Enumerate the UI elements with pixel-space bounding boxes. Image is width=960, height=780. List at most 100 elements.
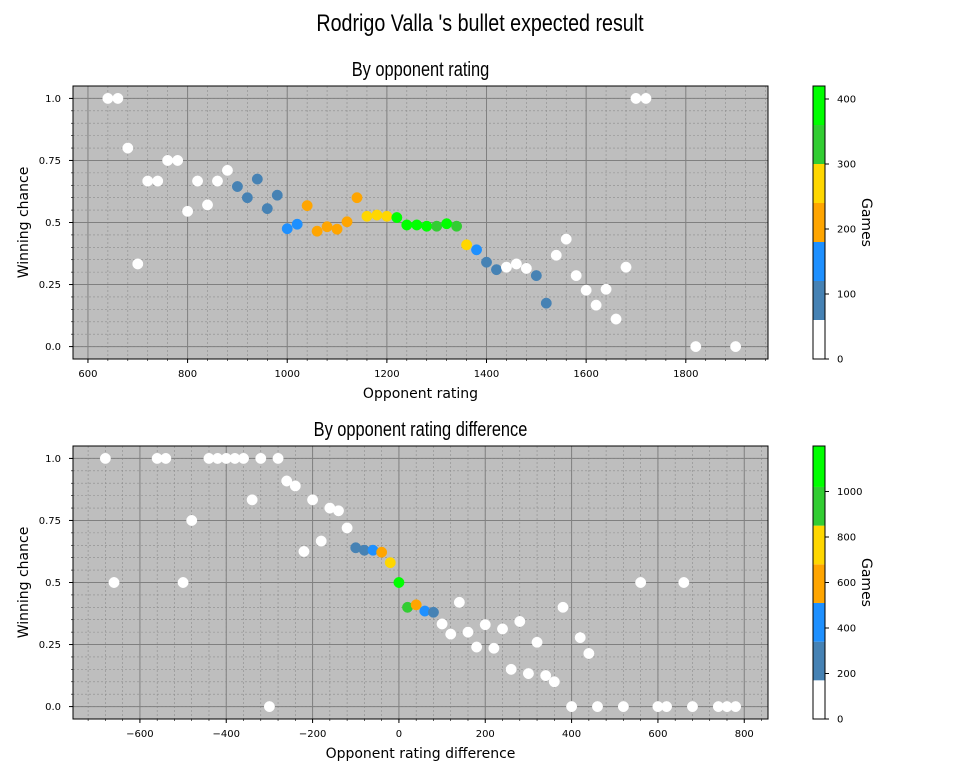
data-point: [730, 701, 742, 713]
data-point: [122, 142, 134, 154]
data-point: [491, 264, 502, 276]
data-point: [570, 270, 582, 282]
x-tick-label: 1200: [374, 369, 399, 380]
data-point: [321, 221, 333, 233]
data-point: [583, 648, 595, 659]
x-axis-label: Opponent rating difference: [326, 746, 516, 762]
data-point: [635, 577, 647, 588]
colorbar-tick-label: 0: [837, 715, 843, 726]
y-tick-label: 0.75: [39, 156, 61, 167]
data-point: [520, 262, 532, 274]
data-point: [560, 233, 572, 245]
colorbar-segment: [813, 525, 825, 565]
data-point: [371, 209, 383, 221]
data-point: [661, 701, 673, 713]
data-point: [630, 92, 642, 104]
data-point: [212, 175, 223, 187]
data-point: [557, 601, 569, 613]
data-point: [255, 452, 267, 464]
x-tick-label: 600: [78, 369, 97, 380]
data-point: [500, 261, 512, 273]
data-point: [592, 701, 603, 713]
data-point: [186, 515, 198, 526]
y-axis-label: Winning chance: [16, 527, 32, 639]
colorbar-segment: [813, 641, 825, 681]
colorbar-segment: [813, 203, 825, 242]
x-axis-label: Opponent rating: [363, 386, 478, 402]
data-point: [272, 452, 284, 464]
data-point: [333, 505, 344, 517]
data-point: [610, 313, 622, 325]
x-tick-label: 1400: [474, 369, 499, 380]
colorbar-segment: [813, 320, 825, 359]
data-point: [112, 92, 124, 104]
data-point: [289, 480, 301, 492]
colorbar-segment: [813, 242, 825, 281]
y-tick-label: 1.0: [45, 94, 61, 105]
data-point: [421, 220, 433, 232]
colorbar-label: Games: [858, 198, 874, 247]
colorbar-segment: [813, 564, 825, 603]
panel-by-rating-difference: By opponent rating difference −600 −400 −20…: [16, 417, 874, 762]
colorbar-segment: [813, 680, 825, 719]
data-point: [590, 299, 602, 311]
data-point: [341, 216, 353, 228]
data-point: [391, 212, 403, 223]
x-tick-label: 600: [648, 729, 667, 740]
data-point: [331, 223, 343, 235]
data-point: [315, 535, 327, 547]
data-point: [298, 546, 310, 557]
data-point: [102, 92, 114, 104]
data-point: [132, 258, 144, 270]
colorbar-segment: [813, 486, 825, 526]
colorbar-segment: [813, 446, 825, 487]
data-point: [600, 283, 612, 295]
data-point: [548, 676, 560, 688]
y-axis-label: Winning chance: [16, 167, 32, 279]
data-point: [162, 155, 174, 166]
data-point: [384, 557, 396, 569]
data-point: [160, 452, 172, 464]
data-point: [510, 258, 522, 270]
data-point: [730, 341, 742, 353]
data-point: [241, 192, 253, 204]
x-tick-label: −600: [126, 729, 153, 740]
data-point: [311, 225, 323, 237]
data-point: [231, 181, 243, 192]
data-point: [531, 636, 543, 648]
data-point: [488, 642, 500, 654]
data-point: [428, 606, 439, 618]
data-point: [453, 596, 465, 608]
data-point: [351, 192, 363, 204]
data-point: [246, 494, 258, 506]
data-point: [261, 203, 273, 215]
data-point: [341, 522, 353, 534]
colorbar-segment: [813, 164, 825, 203]
data-point: [393, 577, 405, 588]
data-point: [690, 341, 702, 353]
data-point: [451, 220, 463, 232]
data-point: [281, 223, 293, 235]
figure-title: Rodrigo Valla 's bullet expected result: [316, 10, 644, 37]
colorbar-segment: [813, 602, 825, 642]
data-point: [431, 220, 443, 232]
y-tick-label: 0.0: [45, 342, 61, 353]
y-tick-label: 1.0: [45, 454, 61, 465]
data-point: [497, 623, 508, 635]
colorbar-tick-label: 0: [837, 355, 843, 366]
colorbar-tick-label: 600: [837, 578, 856, 589]
data-point: [281, 475, 293, 487]
data-point: [462, 626, 474, 638]
data-point: [301, 200, 313, 212]
x-tick-label: 1600: [573, 369, 598, 380]
data-point: [461, 239, 473, 251]
panel-title: By opponent rating: [352, 57, 490, 80]
x-tick-label: 1000: [275, 369, 300, 380]
y-tick-label: 0.0: [45, 702, 61, 713]
data-point: [376, 546, 388, 558]
data-point: [238, 452, 249, 464]
data-point: [152, 175, 164, 187]
colorbar-tick-label: 200: [837, 669, 856, 680]
data-point: [640, 92, 652, 104]
data-point: [263, 701, 275, 713]
